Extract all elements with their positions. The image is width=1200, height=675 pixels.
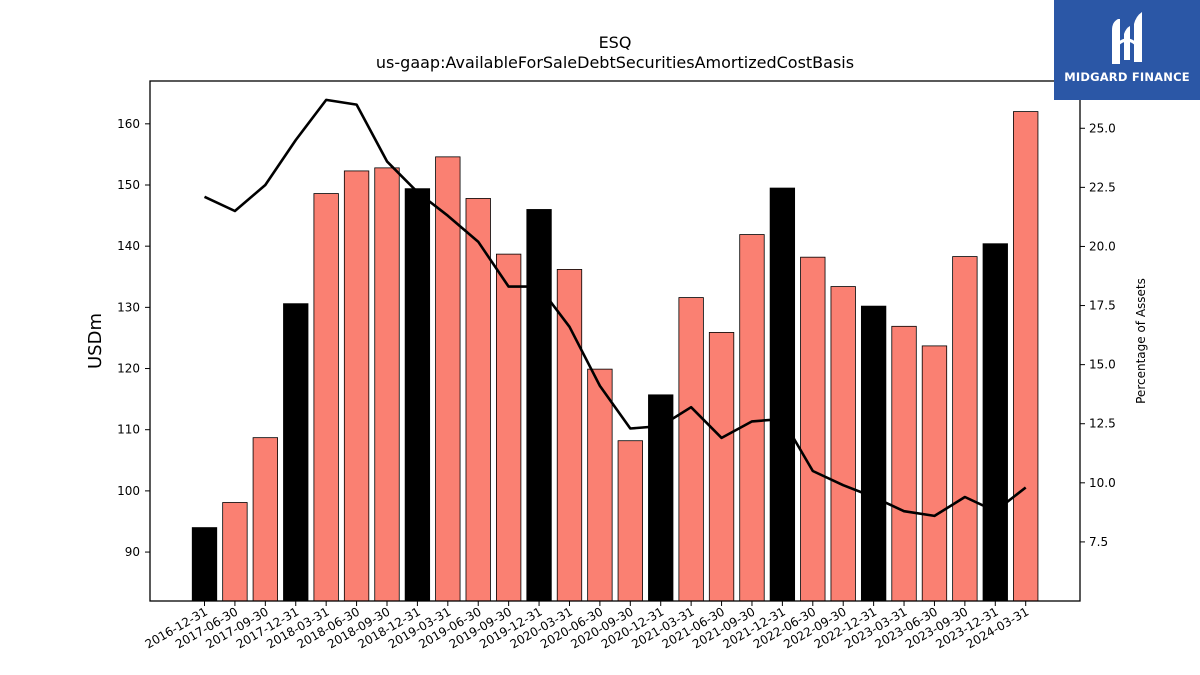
- y-tick-label-110: 110: [117, 423, 140, 437]
- y-tick-label-120: 120: [117, 362, 140, 376]
- bar-2023-06-30: [921, 345, 948, 602]
- bar-2020-12-31: [648, 394, 674, 602]
- bar-2023-12-31: [982, 243, 1008, 602]
- y-tick-label-90: 90: [125, 545, 140, 559]
- chart-subtitle: us-gaap:AvailableForSaleDebtSecuritiesAm…: [376, 53, 854, 72]
- bar-2022-12-31: [860, 305, 887, 602]
- bar-2018-12-31: [404, 188, 431, 602]
- bar-2017-12-31: [283, 303, 309, 602]
- y-tick-label-150: 150: [117, 178, 140, 192]
- bar-2019-12-31: [526, 209, 552, 602]
- percentage-line: [203, 98, 1027, 518]
- brand-name: MIDGARD FINANCE: [1064, 70, 1190, 84]
- plot-frame: [149, 80, 1081, 602]
- y2-tick-label-15: 15.0: [1089, 358, 1116, 372]
- y2-tick-label-10: 10.0: [1089, 476, 1116, 490]
- bar-2022-09-30: [830, 286, 856, 602]
- bar-2017-06-30: [222, 502, 248, 602]
- bar-2018-03-31: [313, 193, 339, 602]
- bar-series: [191, 111, 1039, 602]
- bar-2017-09-30: [252, 437, 278, 602]
- bar-2019-03-31: [435, 156, 461, 602]
- chart-title: ESQ: [599, 33, 632, 52]
- bar-2021-03-31: [678, 297, 704, 602]
- bar-2020-09-30: [617, 440, 643, 602]
- y2-tick-label-20: 20.0: [1089, 239, 1116, 253]
- x-axis: 2016-12-312017-06-302017-09-302017-12-31…: [143, 601, 1031, 651]
- bar-2020-03-31: [556, 269, 583, 602]
- y-axis-title: USDm: [85, 313, 106, 369]
- y2-tick-label-22.5: 22.5: [1089, 180, 1116, 194]
- y2-tick-label-17.5: 17.5: [1089, 299, 1116, 313]
- bar-2016-12-31: [191, 527, 218, 602]
- y-tick-label-160: 160: [117, 117, 140, 131]
- y-tick-label-100: 100: [117, 484, 140, 498]
- brand-logo-icon: [1112, 12, 1142, 64]
- left-y-axis: 90 100 110 120 130 140 150 160: [117, 117, 150, 559]
- bar-2023-03-31: [891, 325, 917, 602]
- y2-axis-title: Percentage of Assets: [1134, 278, 1148, 404]
- brand-logo: MIDGARD FINANCE: [1054, 0, 1200, 100]
- bar-2021-09-30: [739, 234, 765, 602]
- bar-2021-06-30: [708, 332, 735, 602]
- bar-2024-03-31: [1013, 111, 1039, 602]
- bar-2018-09-30: [374, 167, 400, 602]
- bar-2020-06-30: [587, 368, 613, 602]
- bar-2018-06-30: [343, 170, 370, 602]
- y2-tick-label-12.5: 12.5: [1089, 417, 1116, 431]
- bar-2019-09-30: [495, 253, 522, 602]
- y2-tick-label-25: 25.0: [1089, 121, 1116, 135]
- right-y-axis: 7.5 10.0 12.5 15.0 17.5 20.0 22.5 25.0: [1080, 121, 1116, 549]
- y2-tick-label-7.5: 7.5: [1089, 535, 1108, 549]
- bar-2021-12-31: [769, 187, 796, 602]
- percentage-line-series: [203, 98, 1027, 518]
- y-tick-label-140: 140: [117, 239, 140, 253]
- y-tick-label-130: 130: [117, 300, 140, 314]
- bar-2019-06-30: [465, 198, 491, 602]
- bar-2023-09-30: [952, 256, 978, 602]
- bar-2022-06-30: [800, 256, 826, 602]
